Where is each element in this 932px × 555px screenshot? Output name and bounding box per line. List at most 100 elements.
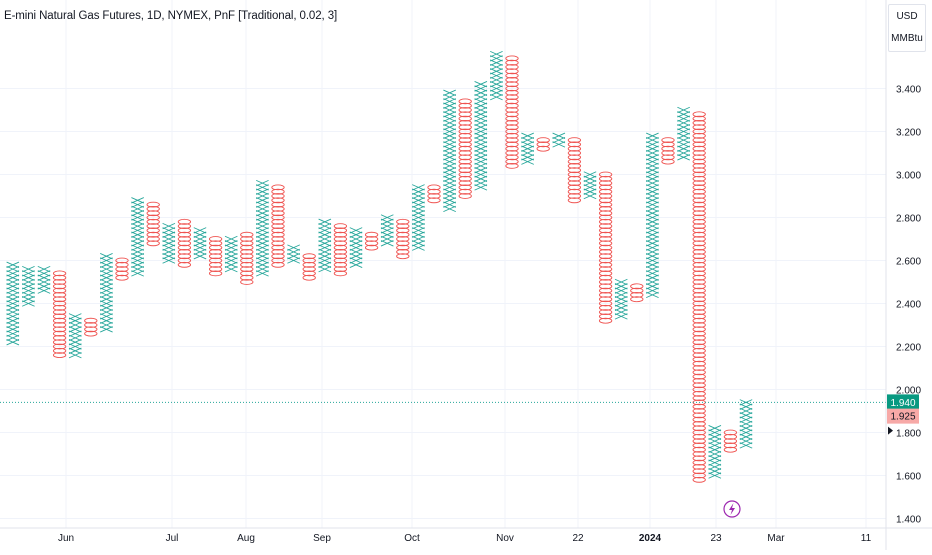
x-mark bbox=[646, 248, 659, 256]
currency-unit-selector[interactable]: USD MMBtu bbox=[888, 4, 926, 52]
x-mark bbox=[474, 136, 488, 144]
o-mark bbox=[364, 236, 379, 242]
x-mark bbox=[646, 192, 659, 200]
o-mark bbox=[84, 317, 98, 324]
x-mark bbox=[490, 63, 503, 71]
o-mark bbox=[692, 141, 706, 148]
x-mark bbox=[6, 330, 20, 337]
y-tick-label: 1.800 bbox=[896, 429, 921, 440]
o-mark bbox=[692, 390, 706, 397]
x-mark bbox=[521, 145, 534, 152]
o-mark bbox=[505, 68, 519, 75]
x-mark bbox=[646, 188, 659, 195]
o-mark bbox=[692, 291, 706, 298]
x-mark bbox=[318, 222, 332, 230]
x-mark bbox=[68, 330, 82, 337]
o-mark bbox=[208, 244, 223, 251]
o-mark bbox=[458, 115, 472, 122]
x-mark bbox=[131, 201, 144, 208]
x-mark bbox=[380, 214, 394, 221]
x-mark bbox=[349, 248, 363, 256]
o-mark bbox=[52, 296, 67, 303]
o-mark bbox=[52, 270, 67, 277]
o-mark bbox=[598, 309, 613, 315]
o-mark bbox=[692, 257, 706, 264]
y-tick-label: 2.000 bbox=[896, 386, 921, 397]
o-mark bbox=[240, 270, 254, 277]
o-mark bbox=[505, 132, 519, 139]
o-mark bbox=[505, 94, 519, 101]
o-mark bbox=[115, 261, 129, 268]
x-mark bbox=[412, 231, 425, 238]
o-mark bbox=[598, 291, 613, 298]
o-mark bbox=[692, 261, 706, 268]
o-mark bbox=[271, 257, 285, 264]
o-mark bbox=[364, 240, 379, 247]
o-mark bbox=[458, 180, 472, 187]
x-mark bbox=[474, 115, 488, 122]
x-mark bbox=[646, 149, 659, 157]
y-tick-label: 2.400 bbox=[896, 300, 921, 311]
o-mark bbox=[723, 429, 738, 436]
x-mark bbox=[474, 93, 488, 101]
x-mark bbox=[37, 265, 51, 273]
o-mark bbox=[692, 330, 706, 337]
x-mark bbox=[6, 317, 20, 324]
x-mark bbox=[474, 162, 488, 170]
y-tick-label: 3.400 bbox=[896, 85, 921, 96]
x-mark bbox=[412, 240, 425, 247]
x-mark bbox=[37, 278, 51, 286]
o-mark bbox=[396, 240, 410, 247]
x-mark bbox=[646, 270, 659, 277]
x-mark bbox=[22, 283, 35, 290]
x-mark bbox=[677, 111, 690, 118]
x-mark bbox=[646, 274, 659, 281]
o-mark bbox=[208, 261, 223, 268]
o-mark bbox=[427, 188, 441, 195]
o-mark bbox=[364, 244, 379, 251]
o-mark bbox=[333, 236, 348, 242]
o-mark bbox=[505, 111, 519, 118]
lightning-icon[interactable] bbox=[723, 500, 741, 518]
o-mark bbox=[505, 128, 519, 135]
x-mark bbox=[646, 158, 659, 165]
x-mark bbox=[349, 257, 363, 264]
x-tick-label: Oct bbox=[404, 533, 420, 544]
x-mark bbox=[380, 240, 394, 247]
o-mark bbox=[692, 124, 706, 131]
o-mark bbox=[692, 365, 706, 371]
o-mark bbox=[598, 253, 613, 260]
x-mark bbox=[646, 291, 659, 299]
x-column bbox=[412, 184, 425, 251]
x-mark bbox=[443, 149, 456, 157]
x-mark bbox=[646, 283, 659, 290]
x-mark bbox=[614, 278, 628, 286]
x-mark bbox=[677, 106, 690, 114]
o-mark bbox=[567, 188, 582, 195]
o-mark bbox=[333, 227, 348, 234]
x-mark bbox=[318, 248, 332, 256]
o-mark bbox=[208, 248, 223, 255]
x-mark bbox=[256, 205, 269, 213]
o-mark bbox=[692, 193, 706, 199]
o-mark bbox=[427, 184, 441, 191]
o-mark bbox=[271, 218, 285, 225]
x-mark bbox=[412, 227, 425, 234]
o-mark bbox=[567, 197, 582, 204]
x-mark bbox=[318, 244, 332, 251]
x-mark bbox=[287, 257, 300, 264]
o-mark bbox=[567, 137, 582, 144]
o-mark bbox=[692, 279, 706, 285]
x-mark bbox=[646, 231, 659, 238]
x-mark bbox=[6, 291, 20, 299]
o-mark bbox=[723, 433, 738, 440]
o-mark bbox=[505, 89, 519, 96]
x-mark bbox=[6, 339, 20, 346]
o-mark bbox=[630, 283, 644, 290]
o-mark bbox=[505, 137, 519, 144]
x-mark bbox=[708, 468, 722, 475]
x-mark bbox=[318, 240, 332, 247]
x-mark bbox=[739, 425, 753, 432]
